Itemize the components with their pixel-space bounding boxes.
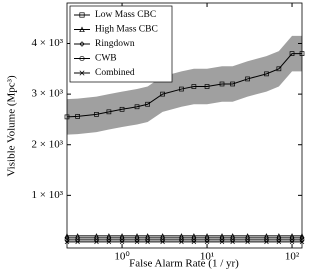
marker [134, 104, 140, 110]
marker [204, 239, 210, 245]
marker [276, 239, 282, 245]
marker [119, 106, 125, 112]
x-tick-label: 10¹ [200, 251, 214, 263]
marker [79, 41, 85, 47]
legend-label: Combined [95, 68, 135, 78]
marker [106, 239, 112, 245]
x-tick-label: 10⁰ [114, 251, 130, 263]
marker [276, 66, 282, 72]
marker [79, 55, 85, 62]
marker [79, 70, 85, 76]
y-axis-label: Visible Volume (Mpc³) [6, 75, 18, 177]
marker [299, 51, 305, 56]
marker [245, 239, 250, 245]
marker [264, 239, 269, 245]
legend-label: CWB [95, 54, 117, 64]
marker [145, 101, 150, 107]
legend-label: Ringdown [95, 39, 135, 49]
marker [299, 239, 305, 245]
marker [75, 114, 80, 119]
marker [64, 239, 70, 245]
marker [191, 84, 197, 89]
y-tick-label: 4 × 10³ [31, 37, 63, 49]
marker [79, 12, 85, 18]
marker [145, 239, 150, 245]
legend: Low Mass CBC High Mass CBC Ringdown CWB Comb… [69, 5, 173, 83]
marker [160, 239, 165, 245]
marker [119, 239, 125, 245]
marker [94, 112, 99, 117]
marker [94, 239, 99, 245]
marker [191, 239, 197, 245]
chart: False Alarm Rate (1 / yr) Visible Volume… [6, 2, 305, 270]
marker [219, 81, 225, 87]
marker [245, 76, 250, 82]
y-tick-label: 3 × 10³ [31, 88, 63, 100]
marker [289, 239, 295, 245]
marker [134, 239, 140, 245]
legend-label: High Mass CBC [95, 25, 158, 35]
marker [79, 26, 85, 33]
x-axis-label: False Alarm Rate (1 / yr) [129, 258, 239, 270]
marker [204, 84, 210, 89]
y-tick-label: 2 × 10³ [31, 138, 63, 150]
marker [179, 86, 184, 92]
marker [264, 71, 269, 77]
marker [230, 239, 235, 245]
marker [230, 81, 235, 87]
marker [179, 239, 184, 245]
plot-frame [66, 2, 303, 249]
legend-label: Low Mass CBC [95, 10, 156, 20]
marker [160, 91, 165, 97]
marker [75, 239, 80, 245]
marker [64, 114, 70, 120]
marker [106, 109, 112, 115]
y-tick-label: 1 × 10³ [31, 189, 63, 201]
error-band [67, 35, 302, 135]
marker [289, 51, 295, 56]
x-tick-label: 10² [285, 251, 300, 263]
marker [219, 239, 225, 245]
